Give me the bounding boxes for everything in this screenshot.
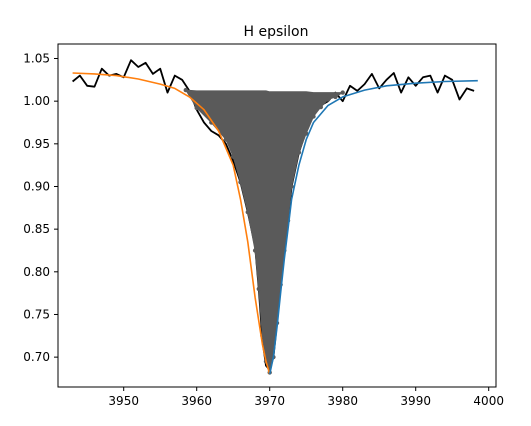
data-point xyxy=(238,180,243,185)
data-point xyxy=(245,209,250,215)
data-point xyxy=(318,104,323,110)
data-point xyxy=(231,154,236,159)
y-tick-label: 0.80 xyxy=(23,265,50,279)
x-tick-label: 3950 xyxy=(108,394,139,408)
right-fit-line xyxy=(268,79,478,375)
y-tick-label: 0.70 xyxy=(23,350,50,364)
left-fit-line xyxy=(72,72,271,375)
data-point xyxy=(223,137,229,142)
plot-area xyxy=(72,59,478,375)
data-point xyxy=(194,105,199,111)
y-tick-label: 0.85 xyxy=(23,222,50,236)
y-tick-label: 0.95 xyxy=(23,137,50,151)
data-point xyxy=(252,248,258,253)
data-point xyxy=(304,131,309,136)
y-tick-label: 0.75 xyxy=(23,307,50,321)
x-tick-label: 3990 xyxy=(400,394,431,408)
plot-frame xyxy=(57,43,497,388)
x-tick-label: 4000 xyxy=(473,394,504,408)
x-tick-label: 3980 xyxy=(327,394,358,408)
x-tick-label: 3960 xyxy=(181,394,212,408)
y-tick-label: 0.90 xyxy=(23,179,50,193)
chart-title: H epsilon xyxy=(244,24,309,40)
data-point xyxy=(289,184,294,189)
data-point xyxy=(296,150,302,155)
data-point xyxy=(311,114,316,119)
x-tick-label: 3970 xyxy=(254,394,285,408)
y-tick-label: 1.05 xyxy=(23,52,50,66)
data-point xyxy=(325,97,331,102)
data-point xyxy=(340,90,345,95)
axes: 3950 3960 3970 3980 3990 4000 0.70 0.75 0.80 0.85… xyxy=(23,52,504,408)
data-point xyxy=(256,286,261,292)
data-point xyxy=(333,94,338,100)
data-point xyxy=(183,87,188,93)
y-tick-label: 1.00 xyxy=(23,94,50,108)
